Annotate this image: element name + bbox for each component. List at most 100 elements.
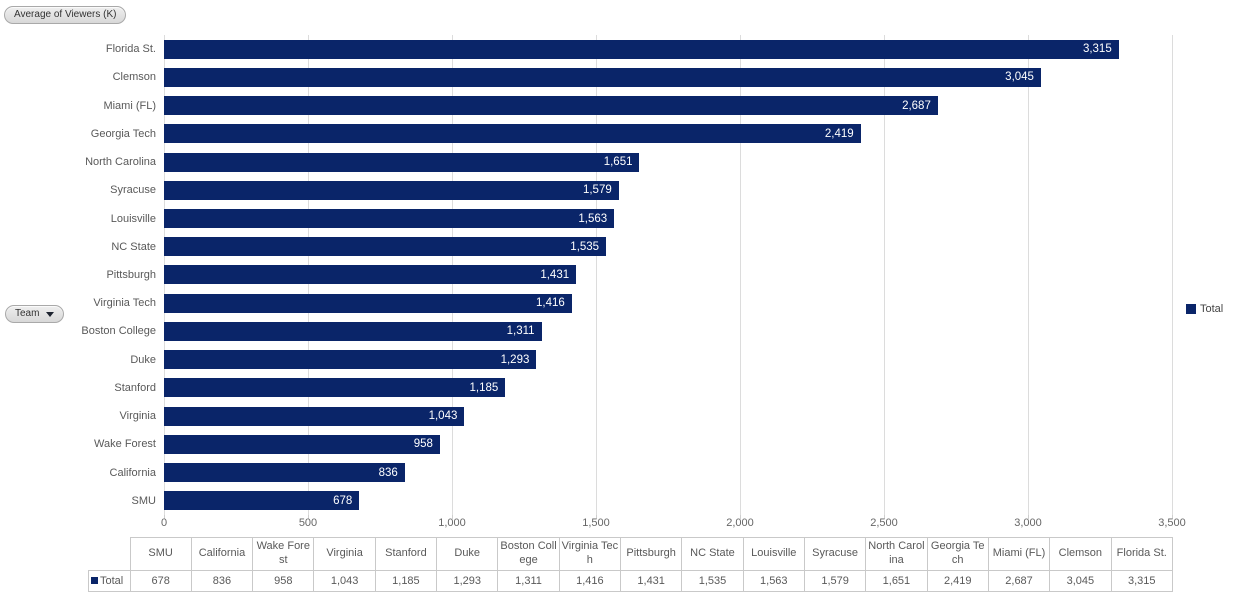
bar[interactable]: 1,579 bbox=[164, 180, 619, 200]
category-label: Wake Forest bbox=[94, 438, 156, 451]
gridline bbox=[884, 35, 885, 515]
table-value-cell: 958 bbox=[252, 570, 315, 592]
category-label: Syracuse bbox=[110, 184, 156, 197]
gridline bbox=[596, 35, 597, 515]
table-value-row: Total 678 836 958 1,043 1,185 1,293 1,311 1,416… bbox=[88, 570, 1173, 592]
x-axis-tick-label: 3,000 bbox=[1014, 517, 1042, 529]
bar[interactable]: 1,185 bbox=[164, 378, 506, 398]
bar[interactable]: 1,535 bbox=[164, 237, 607, 257]
table-header-cell: Louisville bbox=[742, 537, 805, 571]
gridline bbox=[740, 35, 741, 515]
bar-value-label: 1,311 bbox=[506, 325, 535, 338]
legend-swatch bbox=[1186, 304, 1196, 314]
bar[interactable]: 1,293 bbox=[164, 350, 537, 370]
bar[interactable]: 1,311 bbox=[164, 321, 542, 341]
bar[interactable]: 2,687 bbox=[164, 96, 938, 116]
table-header-cell: SMU bbox=[129, 537, 192, 571]
table-value-cell: 1,416 bbox=[558, 570, 622, 592]
x-axis-tick bbox=[740, 515, 741, 519]
category-label: NC State bbox=[111, 240, 156, 253]
table-value-cell: 836 bbox=[190, 570, 254, 592]
table-value-cell: 3,315 bbox=[1110, 570, 1173, 592]
table-value-cell: 1,563 bbox=[742, 570, 805, 592]
category-label: Virginia bbox=[119, 410, 157, 423]
chart-data-table: SMU California Wake Forest Virginia Stanford… bbox=[88, 537, 1173, 592]
x-axis-tick bbox=[452, 515, 453, 519]
x-axis-tick bbox=[164, 515, 165, 519]
category-label: Florida St. bbox=[105, 43, 156, 56]
bar-row: Wake Forest 958 bbox=[0, 430, 1180, 458]
bar-row: Pittsburgh 1,431 bbox=[0, 261, 1180, 289]
x-axis-tick bbox=[1172, 515, 1173, 519]
series-name: Total bbox=[100, 575, 124, 587]
x-axis-tick bbox=[884, 515, 885, 519]
category-field-button[interactable]: Team bbox=[5, 305, 65, 323]
table-value-cell: 3,045 bbox=[1049, 570, 1112, 592]
category-label: North Carolina bbox=[85, 156, 156, 169]
bar-row: Virginia Tech 1,416 bbox=[0, 289, 1180, 317]
category-label: Miami (FL) bbox=[103, 99, 156, 112]
bar[interactable]: 1,431 bbox=[164, 265, 577, 285]
table-header-cell: NC State bbox=[681, 537, 744, 571]
bar-row: SMU 678 bbox=[0, 487, 1180, 515]
bar-value-label: 1,293 bbox=[500, 353, 530, 366]
bar-row: North Carolina 1,651 bbox=[0, 148, 1180, 176]
bar-value-label: 1,043 bbox=[428, 410, 458, 423]
category-label: Boston College bbox=[81, 325, 156, 338]
bar-value-label: 1,185 bbox=[469, 381, 499, 394]
table-header-cell: Duke bbox=[436, 537, 499, 571]
table-value-cell: 1,431 bbox=[619, 570, 683, 592]
table-header-row: SMU California Wake Forest Virginia Stanford… bbox=[88, 537, 1173, 571]
bar[interactable]: 3,315 bbox=[164, 39, 1119, 59]
bar[interactable]: 2,419 bbox=[164, 124, 861, 144]
bar-value-label: 3,045 bbox=[1005, 71, 1034, 84]
bar[interactable]: 1,651 bbox=[164, 152, 640, 172]
category-label: Pittsburgh bbox=[106, 268, 156, 281]
table-value-cell: 1,043 bbox=[313, 570, 376, 592]
bar-row: California 836 bbox=[0, 459, 1180, 487]
category-label: Virginia Tech bbox=[93, 297, 156, 310]
bar-value-label: 678 bbox=[333, 494, 353, 507]
legend-item-total[interactable]: Total bbox=[1186, 303, 1223, 315]
bar[interactable]: 1,563 bbox=[164, 209, 615, 229]
bar[interactable]: 836 bbox=[164, 463, 405, 483]
category-label: Georgia Tech bbox=[90, 127, 156, 140]
table-value-cell: 1,579 bbox=[803, 570, 867, 592]
category-label: Clemson bbox=[112, 71, 156, 84]
x-axis-tick-label: 1,500 bbox=[582, 517, 610, 529]
bar-row: Clemson 3,045 bbox=[0, 63, 1180, 91]
bar-value-label: 836 bbox=[378, 466, 398, 479]
bar[interactable]: 1,043 bbox=[164, 406, 465, 426]
value-field-button[interactable]: Average of Viewers (K) bbox=[4, 6, 127, 24]
table-value-cell: 1,651 bbox=[865, 570, 928, 592]
table-header-cell: Pittsburgh bbox=[619, 537, 683, 571]
table-header-cell: North Carolina bbox=[865, 537, 928, 571]
bar[interactable]: 678 bbox=[164, 491, 360, 511]
bar-row: Syracuse 1,579 bbox=[0, 176, 1180, 204]
bar-row: Duke 1,293 bbox=[0, 346, 1180, 374]
category-label: SMU bbox=[131, 494, 156, 507]
category-label: Stanford bbox=[114, 381, 156, 394]
bar[interactable]: 1,416 bbox=[164, 293, 572, 313]
gridline bbox=[1172, 35, 1173, 515]
value-field-label: Average of Viewers (K) bbox=[14, 9, 117, 20]
x-axis-tick-label: 500 bbox=[298, 517, 318, 529]
x-axis-tick-label: 2,500 bbox=[870, 517, 898, 529]
category-label: Duke bbox=[130, 353, 156, 366]
bar[interactable]: 3,045 bbox=[164, 67, 1041, 87]
table-header-cell: Georgia Tech bbox=[926, 537, 989, 571]
chevron-down-icon bbox=[46, 311, 55, 317]
series-swatch-icon bbox=[91, 577, 98, 584]
bar-value-label: 1,563 bbox=[578, 212, 608, 225]
table-value-cell: 1,535 bbox=[681, 570, 744, 592]
x-axis-tick bbox=[1028, 515, 1029, 519]
bar-value-label: 1,535 bbox=[570, 240, 600, 253]
bar[interactable]: 958 bbox=[164, 434, 440, 454]
table-header-cell: Florida St. bbox=[1110, 537, 1173, 571]
bar-row: Boston College 1,311 bbox=[0, 317, 1180, 345]
table-series-cell: Total bbox=[88, 570, 131, 592]
bar-value-label: 3,315 bbox=[1082, 43, 1112, 56]
table-header-cell: California bbox=[190, 537, 254, 571]
bar-value-label: 2,419 bbox=[824, 127, 854, 140]
